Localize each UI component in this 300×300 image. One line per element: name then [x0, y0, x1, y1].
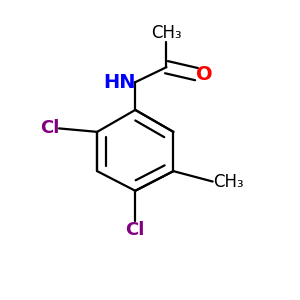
- Text: CH₃: CH₃: [213, 172, 243, 190]
- Text: O: O: [196, 64, 213, 84]
- Text: Cl: Cl: [40, 119, 59, 137]
- Text: CH₃: CH₃: [151, 24, 182, 42]
- Text: Cl: Cl: [126, 221, 145, 239]
- Text: HN: HN: [103, 73, 135, 92]
